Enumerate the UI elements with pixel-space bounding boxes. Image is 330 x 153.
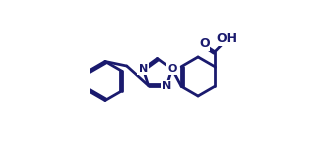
Text: OH: OH: [216, 32, 238, 45]
Text: N: N: [162, 81, 171, 91]
Text: O: O: [199, 37, 210, 50]
Text: O: O: [167, 64, 177, 74]
Text: N: N: [139, 64, 148, 74]
